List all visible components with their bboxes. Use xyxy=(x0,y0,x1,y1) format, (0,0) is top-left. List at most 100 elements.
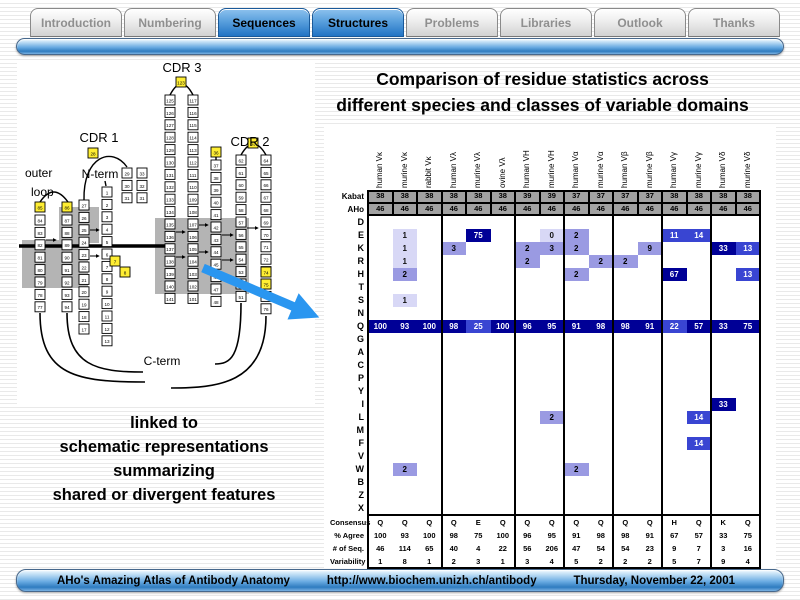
residue-box xyxy=(260,154,272,166)
residue-box xyxy=(101,223,113,235)
footer-url-link[interactable]: http://www.biochem.unizh.ch/antibody xyxy=(326,574,537,587)
residue-frequency-cell: 2 xyxy=(539,411,564,424)
stat-cell: 57 xyxy=(694,531,703,540)
residue-box-number: 30 xyxy=(124,184,130,189)
stat-cell: 54 xyxy=(596,544,605,553)
residue-box-number: 115 xyxy=(189,123,197,128)
stat-cell: 8 xyxy=(402,557,407,566)
column-header-label: human Vβ xyxy=(620,151,629,188)
residue-box-number: 129 xyxy=(166,148,174,153)
column-header: murine Vγ xyxy=(687,128,712,189)
consensus-frequency-cell: 75 xyxy=(735,320,760,333)
kabat-number-cell: 37 xyxy=(588,190,613,203)
tab-problems[interactable]: Problems xyxy=(406,8,498,37)
residue-box-number: 53 xyxy=(238,270,244,275)
residue-box xyxy=(78,236,90,248)
residue-frequency-cell: 2 xyxy=(564,268,589,281)
residue-box-number: 82 xyxy=(37,243,43,248)
residue-box xyxy=(187,243,199,255)
stats-row-label: # of Seq. xyxy=(332,544,364,553)
residue-row-label: L xyxy=(358,412,365,422)
stat-cell: 91 xyxy=(645,531,654,540)
residue-box-number: 1 xyxy=(106,190,109,195)
residue-frequency-cell: 2 xyxy=(515,242,540,255)
slide-title: Comparison of residue statistics across … xyxy=(290,66,795,118)
column-header: murine Vκ xyxy=(393,128,418,189)
residue-box xyxy=(210,221,222,233)
column-header-label: human Vα xyxy=(571,151,580,188)
grid-line xyxy=(662,214,711,216)
residue-box-number: 23 xyxy=(81,253,87,258)
tab-outlook[interactable]: Outlook xyxy=(594,8,686,37)
residue-box xyxy=(210,184,222,196)
residue-box-number: 89 xyxy=(64,243,70,248)
kabat-number-cell: 38 xyxy=(392,190,417,203)
stat-cell: 98 xyxy=(621,531,630,540)
residue-box-number: 69 xyxy=(263,220,269,225)
tab-introduction[interactable]: Introduction xyxy=(30,8,122,37)
residue-box-number: 135 xyxy=(166,222,174,227)
residue-box-number: 33 xyxy=(139,171,145,176)
residue-box-number: 64 xyxy=(263,158,269,163)
residue-box xyxy=(101,198,113,210)
residue-box-number: 74 xyxy=(263,270,269,275)
stat-cell: Q xyxy=(622,518,629,527)
stat-cell: 47 xyxy=(572,544,581,553)
residue-box xyxy=(187,206,199,218)
stat-cell: Q xyxy=(401,518,408,527)
tab-libraries[interactable]: Libraries xyxy=(500,8,592,37)
grid-line xyxy=(564,514,613,516)
c-term-label: C-term xyxy=(144,354,181,368)
residue-box-number: 20 xyxy=(81,290,87,295)
antibody-schematic-diagram[interactable]: 8483828180797877878889909192939427262524… xyxy=(17,60,315,406)
residue-box-number: 17 xyxy=(81,327,87,332)
residue-box-number: 58 xyxy=(238,208,244,213)
stat-cell: 114 xyxy=(398,544,411,553)
stat-cell: Q xyxy=(744,518,751,527)
tab-structures[interactable]: Structures xyxy=(312,8,404,37)
residue-box-number: 32 xyxy=(139,184,145,189)
residue-box-number: 54 xyxy=(238,258,244,263)
residue-box-number: 29 xyxy=(124,171,130,176)
tab-thanks[interactable]: Thanks xyxy=(688,8,780,37)
residue-box-number: 31 xyxy=(139,196,145,201)
residue-box-number: 6 xyxy=(106,252,109,257)
residue-box-number: 136 xyxy=(166,235,174,240)
residue-box xyxy=(210,159,222,171)
stat-cell: 65 xyxy=(425,544,434,553)
residue-box xyxy=(235,166,247,178)
residue-box-number: 113 xyxy=(189,148,197,153)
residue-box xyxy=(164,119,176,131)
stat-cell: Q xyxy=(450,518,457,527)
residue-box-number: 107 xyxy=(189,222,197,227)
residue-box xyxy=(87,147,99,159)
residue-box-number: 72 xyxy=(263,258,269,263)
stat-cell: 33 xyxy=(719,531,728,540)
column-header: ovine Vλ xyxy=(491,128,516,189)
residue-box xyxy=(101,211,113,223)
residue-box-number: 80 xyxy=(37,268,43,273)
consensus-frequency-cell: 57 xyxy=(686,320,711,333)
residue-box xyxy=(187,131,199,143)
residue-box xyxy=(164,255,176,267)
stat-cell: Q xyxy=(597,518,604,527)
stat-cell: 56 xyxy=(523,544,532,553)
residue-box-number: 51 xyxy=(238,295,244,300)
residue-row-label: H xyxy=(357,269,365,279)
column-header-label: murine Vγ xyxy=(693,151,703,188)
residue-strands: 8483828180797877878889909192939427262524… xyxy=(34,76,272,347)
residue-box xyxy=(61,226,73,238)
tab-bar: Introduction Numbering Sequences Structures… xyxy=(30,8,780,37)
residue-box xyxy=(260,278,272,290)
tab-sequences[interactable]: Sequences xyxy=(218,8,310,37)
residue-box xyxy=(164,206,176,218)
residue-box xyxy=(235,179,247,191)
caption-line: schematic representations xyxy=(59,438,269,456)
column-header-label: human Vκ xyxy=(375,151,384,188)
stat-cell: Q xyxy=(524,518,531,527)
column-group-border xyxy=(661,190,712,569)
consensus-frequency-cell: 91 xyxy=(564,320,589,333)
tab-numbering[interactable]: Numbering xyxy=(124,8,216,37)
residue-box-number: 41 xyxy=(213,213,219,218)
residue-box xyxy=(235,191,247,203)
